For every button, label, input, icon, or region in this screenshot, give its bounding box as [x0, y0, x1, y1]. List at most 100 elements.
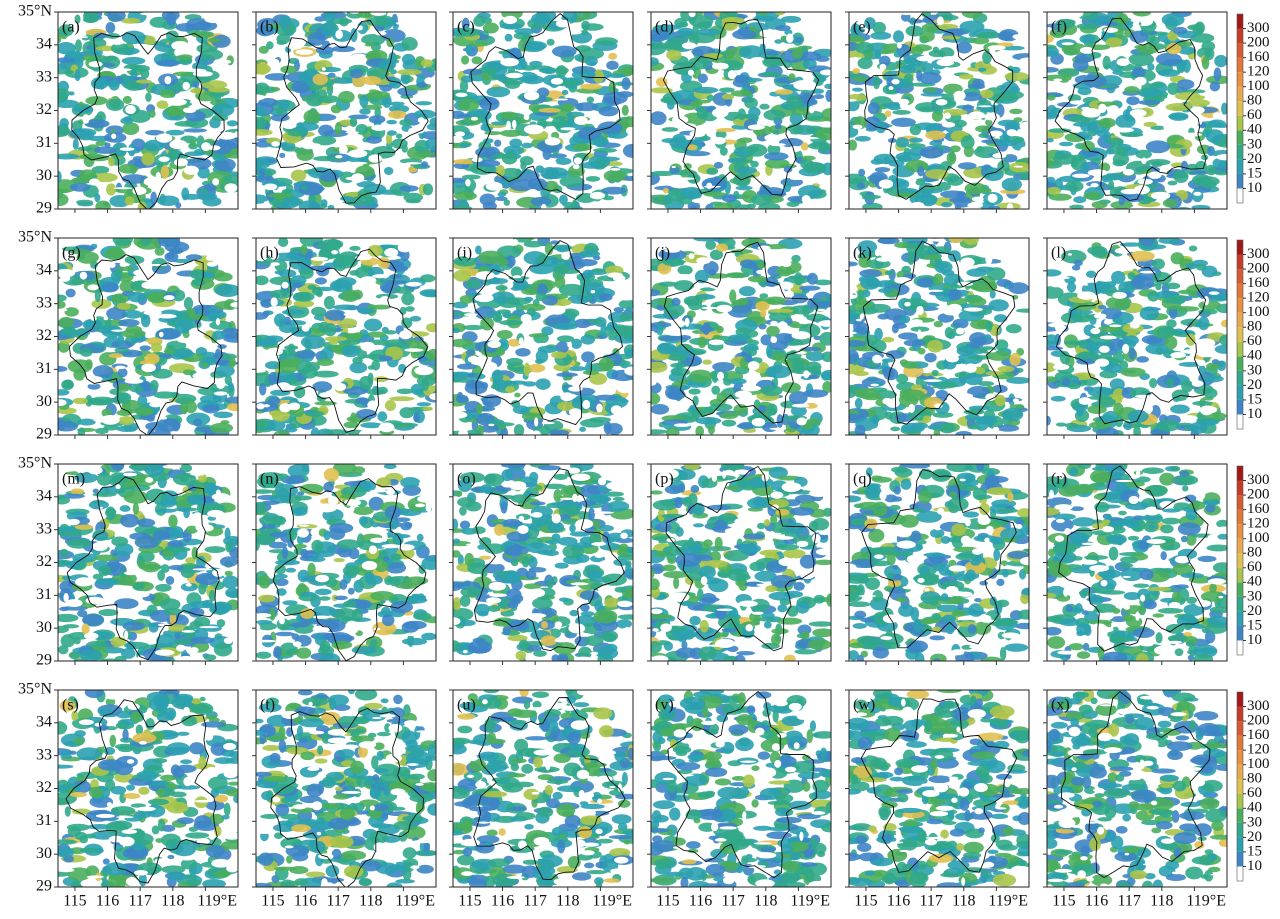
y-tick-label: 35°N [18, 3, 52, 20]
x-tick-label: 118 [556, 893, 579, 910]
x-tick-label: 115 [63, 893, 86, 910]
colorbar-label: 60 [1247, 785, 1262, 801]
colorbar-label: 10 [1247, 632, 1262, 648]
colorbar-segment [1237, 342, 1243, 357]
radar-field [48, 459, 247, 668]
radar-field [1037, 685, 1238, 892]
radar-field [1035, 8, 1237, 211]
colorbar-segment [1237, 87, 1243, 102]
map-panel: (n) [247, 462, 447, 667]
map-panel: (e) [839, 7, 1037, 214]
radar-field [247, 687, 442, 891]
y-tick-label: 34 [36, 36, 52, 53]
colorbar-segment [1237, 240, 1243, 255]
map-panel: (r) [1038, 460, 1234, 666]
colorbar-segment [1237, 159, 1243, 174]
y-tick-label: 29 [36, 652, 52, 669]
y-tick-label: 33 [36, 520, 52, 537]
colorbar-label: 20 [1247, 829, 1262, 845]
colorbar-label: 120 [1247, 290, 1270, 306]
radar-field [1036, 233, 1235, 440]
colorbar-segment [1237, 145, 1243, 160]
colorbar-segment [1237, 43, 1243, 58]
panel-label: (x) [1051, 697, 1070, 714]
map-panel: (p) [640, 457, 839, 666]
y-tick-label: 30 [36, 167, 52, 184]
colorbar-label: 100 [1247, 530, 1270, 546]
x-tick-label: 118 [952, 893, 975, 910]
colorbar-label: 300 [1247, 472, 1270, 488]
colorbar-segment [1237, 837, 1243, 852]
map-panel: (m)29303132333435°N [18, 455, 247, 669]
x-tick-label: 116 [1085, 893, 1108, 910]
radar-field [444, 234, 639, 440]
x-tick-label: 119°E [592, 893, 632, 910]
colorbar-label: 10 [1247, 858, 1262, 874]
colorbar-label: 20 [1247, 151, 1262, 167]
colorbar-segment [1237, 72, 1243, 87]
y-tick-label: 32 [36, 327, 52, 344]
colorbar-segment [1237, 313, 1243, 328]
colorbar-segment [1237, 707, 1243, 722]
colorbar-segment [1237, 495, 1243, 510]
panel-label: (a) [62, 19, 80, 36]
y-tick-label: 34 [36, 714, 52, 731]
panel-label: (p) [655, 471, 674, 488]
x-tick-label: 115 [656, 893, 679, 910]
radar-field [247, 233, 447, 441]
y-tick-label: 33 [36, 68, 52, 85]
x-tick-label: 116 [887, 893, 910, 910]
colorbar-label: 15 [1247, 391, 1262, 407]
figure: (a)29303132333435°N(b)(c)(d)(e)(f)101520… [0, 0, 1280, 914]
colorbar-segment [1237, 116, 1243, 131]
radar-field [443, 685, 644, 893]
colorbar-label: 20 [1247, 603, 1262, 619]
colorbar-label: 100 [1247, 756, 1270, 772]
y-tick-label: 29 [36, 200, 52, 217]
x-tick-label: 117 [1117, 893, 1140, 910]
colorbar-label: 100 [1247, 304, 1270, 320]
colorbar-segment [1237, 255, 1243, 270]
x-tick-label: 116 [96, 893, 119, 910]
map-panel: (g)29303132333435°N [18, 229, 250, 443]
radar-field [48, 686, 246, 891]
y-tick-label: 30 [36, 393, 52, 410]
colorbar-label: 160 [1247, 275, 1270, 291]
radar-field [248, 6, 444, 214]
map-panel: (v)115116117118119°E [642, 687, 843, 910]
colorbar-label: 30 [1247, 814, 1262, 830]
radar-field [838, 232, 1038, 439]
colorbar-segment [1237, 481, 1243, 496]
radar-field [445, 8, 642, 213]
y-tick-label: 32 [36, 553, 52, 570]
map-panel: (f) [1035, 8, 1237, 213]
map-panel: (l) [1036, 233, 1235, 440]
y-tick-label: 32 [36, 779, 52, 796]
y-tick-label: 31 [36, 586, 52, 603]
colorbar-segment [1237, 130, 1243, 145]
colorbar-segment [1237, 765, 1243, 780]
colorbar: 10152030406080100120160200300 [1237, 14, 1270, 203]
colorbar-segment [1237, 101, 1243, 116]
y-tick-label: 35°N [18, 455, 52, 472]
colorbar-segment [1237, 568, 1243, 583]
colorbar-label: 30 [1247, 362, 1262, 378]
colorbar-label: 40 [1247, 800, 1262, 816]
map-panel: (w)115116117118119°E [838, 683, 1040, 909]
x-tick-label: 116 [491, 893, 514, 910]
colorbar-label: 15 [1247, 843, 1262, 859]
x-tick-label: 117 [128, 893, 151, 910]
map-panel: (d) [642, 6, 841, 214]
y-tick-label: 30 [36, 619, 52, 636]
panel-label: (t) [260, 697, 275, 714]
map-panel: (x)115116117118119°E [1037, 685, 1238, 910]
colorbar-segment [1237, 597, 1243, 612]
colorbar-segment [1237, 692, 1243, 707]
colorbar-label: 120 [1247, 64, 1270, 80]
y-tick-label: 34 [36, 262, 52, 279]
colorbar-segment [1237, 539, 1243, 554]
x-tick-label: 118 [161, 893, 184, 910]
colorbar-label: 100 [1247, 78, 1270, 94]
y-tick-label: 29 [36, 426, 52, 443]
colorbar-label: 120 [1247, 742, 1270, 758]
